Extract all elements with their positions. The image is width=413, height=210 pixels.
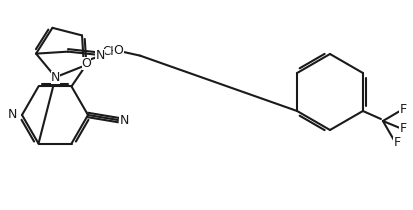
Text: O: O [81,57,91,70]
Text: O: O [113,44,123,57]
Text: N: N [119,113,128,126]
Text: CH₃: CH₃ [102,45,124,58]
Text: N: N [95,49,104,62]
Text: F: F [392,136,399,150]
Text: N: N [51,71,60,84]
Text: F: F [399,102,406,116]
Text: F: F [399,122,406,135]
Text: N: N [7,109,17,122]
